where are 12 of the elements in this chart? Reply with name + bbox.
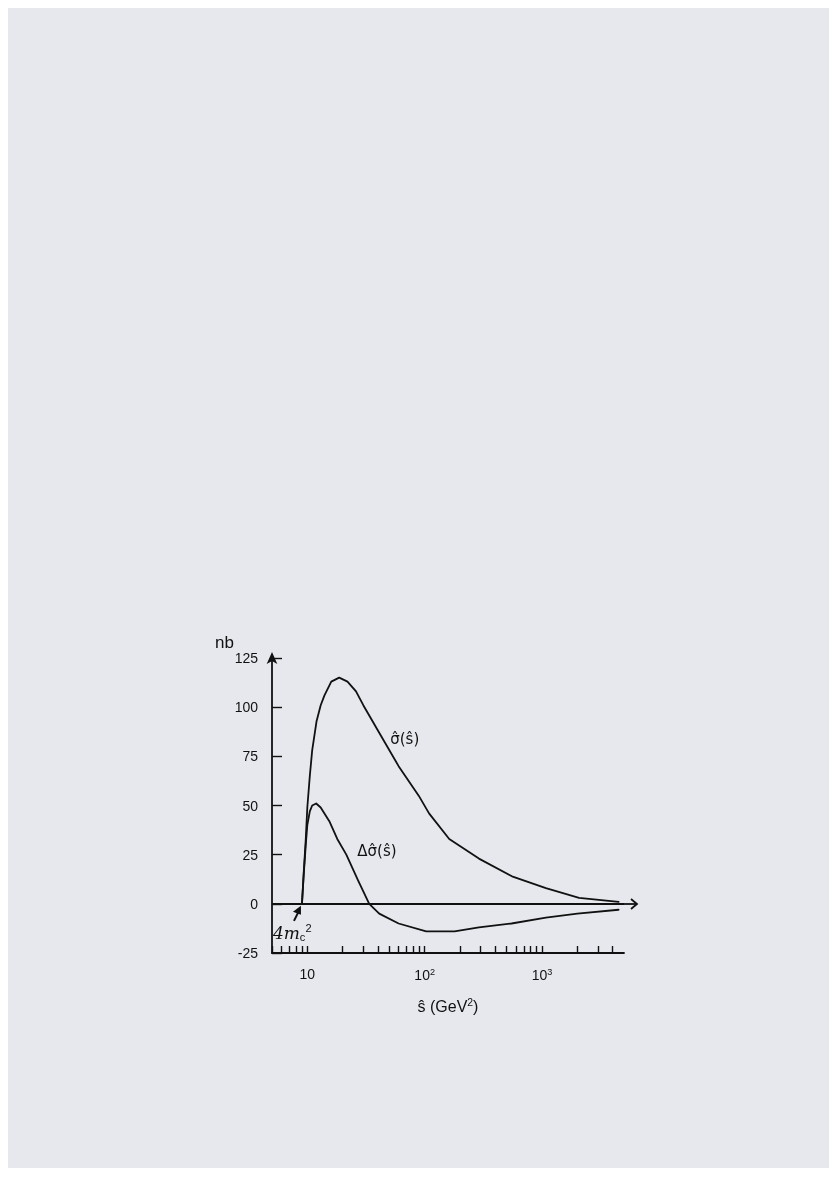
x-tick-label: 10 <box>299 966 316 982</box>
annotation: 4mc2 <box>271 922 312 943</box>
y-axis-title: nb <box>215 633 234 653</box>
y-tick-label: 25 <box>242 846 259 863</box>
y-tick-label: 0 <box>250 895 259 912</box>
y-tick-label: -25 <box>237 945 259 961</box>
y-tick-label: 50 <box>242 797 259 814</box>
series-label: σ̂(ŝ) <box>390 729 420 748</box>
y-tick-label: 125 <box>234 650 259 666</box>
y-tick-label: 75 <box>242 748 259 765</box>
series-label: Δσ̂(ŝ) <box>357 841 397 860</box>
y-tick-label: 100 <box>234 699 259 716</box>
